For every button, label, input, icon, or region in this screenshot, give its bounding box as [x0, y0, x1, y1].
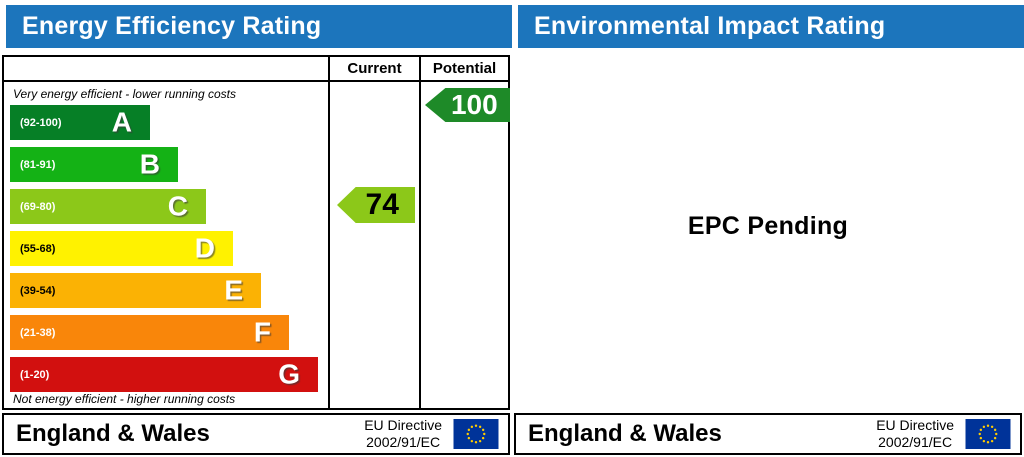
band-letter: F	[253, 315, 271, 347]
eu-flag-icon	[965, 419, 1011, 449]
right-footer: England & Wales EU Directive 2002/91/EC	[514, 413, 1022, 455]
band-e: (39-54) E	[10, 273, 261, 308]
band-letter: G	[278, 357, 300, 389]
band-d: (55-68) D	[10, 231, 233, 266]
top-note: Very energy efficient - lower running co…	[13, 87, 236, 101]
band-g: (1-20) G	[10, 357, 318, 392]
eu-directive-label: EU Directive 2002/91/EC	[876, 417, 954, 450]
energy-efficiency-panel: Energy Efficiency Rating Current Potenti…	[2, 5, 512, 455]
band-letter: B	[139, 147, 160, 179]
band-b: (81-91) B	[10, 147, 178, 182]
energy-rating-chart: Current Potential Very energy efficient …	[2, 55, 510, 410]
eu-flag-icon	[453, 419, 499, 449]
band-a: (92-100) A	[10, 105, 150, 140]
current-rating-arrow: 74	[337, 187, 415, 223]
band-range-label: (69-80)	[20, 200, 56, 213]
band-letter: A	[111, 105, 132, 137]
region-label: England & Wales	[16, 420, 210, 447]
epc-pending-message: EPC Pending	[687, 212, 849, 240]
eu-directive-label: EU Directive 2002/91/EC	[364, 417, 442, 450]
bottom-note: Not energy efficient - higher running co…	[13, 392, 236, 406]
band-c: (69-80) C	[10, 189, 206, 224]
left-footer: England & Wales EU Directive 2002/91/EC	[2, 413, 510, 455]
band-range-label: (39-54)	[20, 284, 56, 297]
environmental-impact-panel: Environmental Impact Rating EPC Pending …	[512, 0, 1024, 457]
band-range-label: (55-68)	[20, 242, 56, 255]
band-range-label: (21-38)	[20, 326, 56, 339]
band-range-label: (81-91)	[20, 158, 56, 171]
current-rating-value: 74	[365, 188, 399, 221]
potential-rating-arrow: 100	[425, 88, 510, 122]
band-range-label: (1-20)	[20, 368, 50, 381]
potential-rating-value: 100	[450, 89, 498, 120]
energy-efficiency-title: Energy Efficiency Rating	[22, 12, 322, 40]
environmental-impact-title-bar: Environmental Impact Rating	[518, 5, 1024, 48]
current-column-header: Current	[347, 60, 402, 77]
band-range-label: (92-100)	[20, 116, 62, 129]
potential-column-header: Potential	[432, 60, 497, 77]
band-letter: D	[194, 231, 215, 263]
band-f: (21-38) F	[10, 315, 289, 350]
band-letter: E	[224, 273, 243, 305]
band-letter: C	[167, 189, 188, 221]
column-divider	[419, 57, 421, 408]
energy-efficiency-title-bar: Energy Efficiency Rating	[6, 5, 512, 48]
band-list: (92-100) A (81-91) B (69-80) C (55-68) D (39-54)…	[10, 105, 328, 392]
column-divider	[328, 57, 330, 408]
region-label: England & Wales	[528, 420, 722, 447]
environmental-impact-title: Environmental Impact Rating	[534, 12, 886, 40]
chart-header-row: Current Potential	[4, 57, 508, 82]
